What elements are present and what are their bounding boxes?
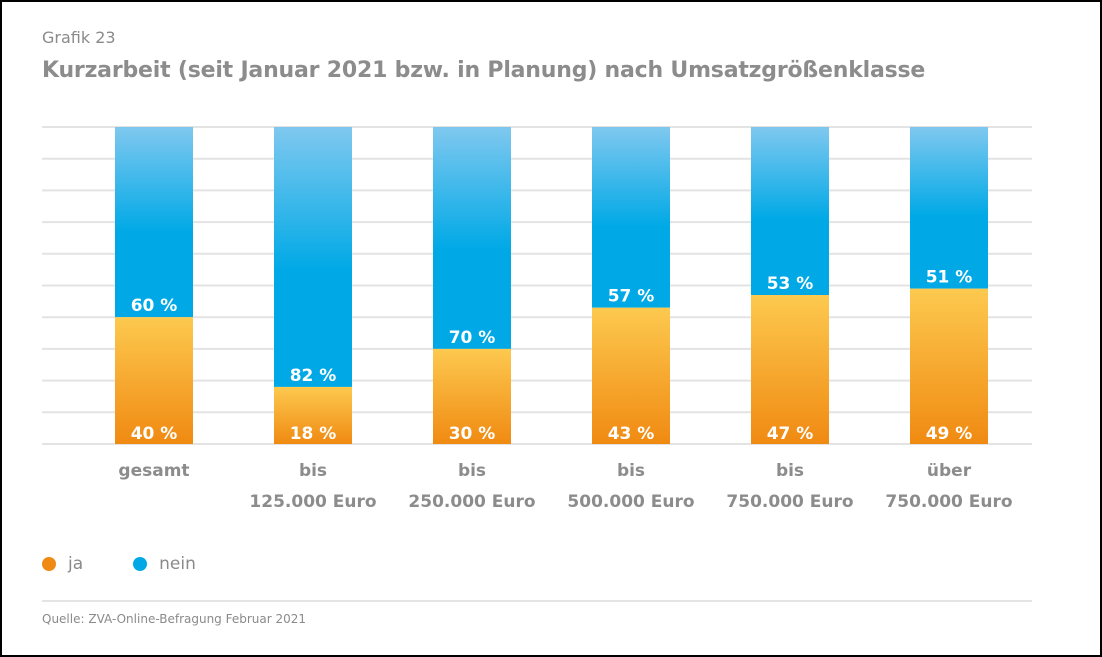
- data-label-ja: 49 %: [926, 424, 973, 444]
- x-tick-label: bis: [299, 461, 327, 481]
- legend-nein-dot-icon: [133, 557, 148, 571]
- data-label-ja: 47 %: [767, 424, 814, 444]
- legend: ja nein: [42, 554, 246, 574]
- x-tick-labels: gesamt bis 125.000 Euro bis 250.000 Euro bis 5…: [118, 461, 1012, 512]
- data-label-nein: 51 %: [926, 268, 973, 288]
- bar-nein: [592, 127, 670, 308]
- bar-ja: [592, 307, 670, 444]
- x-tick-label: 125.000 Euro: [249, 492, 376, 512]
- bar-ja: [433, 348, 511, 444]
- source-note: Quelle: ZVA-Online-Befragung Februar 202…: [42, 612, 307, 626]
- data-label-ja: 43 %: [608, 424, 655, 444]
- chart-title: Kurzarbeit (seit Januar 2021 bzw. in Pla…: [42, 58, 926, 83]
- chart-kicker: Grafik 23: [42, 28, 116, 47]
- data-label-ja: 18 %: [290, 424, 337, 444]
- legend-item-nein: nein: [133, 554, 196, 574]
- legend-ja-label: ja: [68, 554, 84, 574]
- bars: [115, 127, 988, 444]
- x-tick-label: bis: [458, 461, 486, 481]
- bar-ja: [115, 317, 193, 444]
- x-tick-label: über: [927, 461, 972, 481]
- legend-item-ja: ja: [42, 554, 83, 574]
- footer-divider: [42, 600, 1032, 602]
- data-label-nein: 82 %: [290, 366, 337, 386]
- data-label-ja: 30 %: [449, 424, 496, 444]
- bar-nein: [274, 127, 352, 387]
- x-tick-label: bis: [776, 461, 804, 481]
- bar-nein: [751, 127, 829, 296]
- x-tick-label: 750.000 Euro: [726, 492, 853, 512]
- legend-nein-label: nein: [159, 554, 196, 574]
- data-label-nein: 70 %: [449, 328, 496, 348]
- bar-nein: [433, 127, 511, 349]
- x-tick-label: bis: [617, 461, 645, 481]
- legend-ja-dot-icon: [42, 557, 56, 571]
- stacked-bar-chart: 40 % 60 % 18 % 82 % 30 % 70 % 43 % 57 % 47 % 53 %…: [42, 126, 1032, 512]
- bar-ja: [751, 295, 829, 444]
- gridlines: [42, 126, 1032, 445]
- data-label-nein: 53 %: [767, 274, 814, 294]
- bar-nein: [910, 127, 988, 289]
- data-labels: 40 % 60 % 18 % 82 % 30 % 70 % 43 % 57 % 47 % 53 %…: [131, 268, 973, 444]
- x-tick-label: 250.000 Euro: [408, 492, 535, 512]
- bar-ja: [910, 288, 988, 444]
- x-tick-label: 750.000 Euro: [885, 492, 1012, 512]
- data-label-ja: 40 %: [131, 424, 178, 444]
- data-label-nein: 60 %: [131, 296, 178, 316]
- x-tick-label: gesamt: [118, 461, 189, 481]
- data-label-nein: 57 %: [608, 287, 655, 307]
- bar-ja: [274, 386, 352, 444]
- x-tick-label: 500.000 Euro: [567, 492, 694, 512]
- bar-nein: [115, 127, 193, 318]
